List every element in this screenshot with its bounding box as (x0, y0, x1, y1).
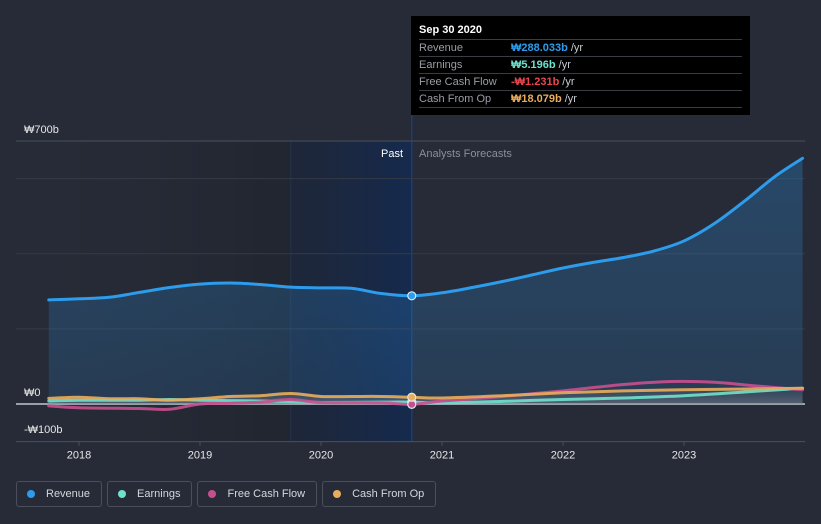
tooltip-date: Sep 30 2020 (419, 22, 742, 40)
revenue-line (47, 156, 805, 302)
tooltip-value: -₩1.231b (511, 76, 560, 88)
legend-item-free-cash-flow[interactable]: Free Cash Flow (197, 481, 318, 507)
tooltip-value: ₩18.079b (511, 93, 562, 105)
y-tick-label-0: ₩0 (24, 387, 41, 399)
tooltip-row-earnings: Earnings ₩5.196b /yr (419, 57, 742, 74)
x-tick-label-2021: 2021 (430, 450, 454, 462)
tooltip-label: Revenue (419, 42, 464, 54)
x-tick-label-2018: 2018 (67, 450, 91, 462)
revenue-area (48, 158, 803, 404)
tooltip-unit: /yr (570, 42, 584, 54)
tooltip-row-free-cash-flow: Free Cash Flow -₩1.231b /yr (419, 74, 742, 91)
free-cash-flow-line (47, 379, 805, 411)
tooltip-unit: /yr (562, 76, 575, 88)
free-cash-flow-dot-icon (208, 490, 217, 498)
revenue-dot-icon (27, 490, 35, 498)
revenue-marker (407, 291, 417, 301)
data-tooltip: Sep 30 2020 Revenue ₩288.033b /yr Earnin… (411, 16, 750, 115)
tooltip-row-cash-from-op: Cash From Op ₩18.079b /yr (419, 91, 742, 108)
tooltip-unit: /yr (558, 59, 571, 71)
tooltip-label: Cash From Op (419, 93, 492, 105)
tooltip-value: ₩5.196b (511, 59, 556, 71)
tooltip-label: Earnings (419, 59, 463, 71)
tooltip-label: Free Cash Flow (419, 76, 497, 88)
legend-label: Free Cash Flow (227, 488, 306, 500)
legend-item-revenue[interactable]: Revenue (16, 481, 103, 507)
cash-from-op-dot-icon (333, 490, 342, 498)
legend-item-earnings[interactable]: Earnings (107, 481, 193, 507)
cash-from-op-line (47, 386, 805, 402)
chart-legend: Revenue Earnings Free Cash Flow Cash Fro… (16, 481, 437, 507)
tooltip-unit: /yr (564, 93, 577, 105)
tooltip-value: ₩288.033b (511, 42, 568, 54)
legend-label: Earnings (137, 488, 181, 500)
past-region-label: Past (381, 148, 403, 160)
x-tick-label-2020: 2020 (309, 450, 333, 462)
y-tick-label-700: ₩700b (24, 124, 59, 136)
cash-from-op-marker (407, 392, 417, 402)
x-tick-label-2022: 2022 (551, 450, 575, 462)
forecast-region-label: Analysts Forecasts (419, 148, 512, 160)
legend-label: Cash From Op (352, 488, 425, 500)
x-tick-label-2019: 2019 (188, 450, 212, 462)
legend-label: Revenue (46, 488, 91, 500)
y-tick-label-neg100: -₩100b (24, 424, 63, 436)
tooltip-row-revenue: Revenue ₩288.033b /yr (419, 40, 742, 57)
legend-item-cash-from-op[interactable]: Cash From Op (322, 481, 437, 507)
earnings-dot-icon (118, 490, 127, 498)
x-tick-label-2023: 2023 (672, 450, 696, 462)
